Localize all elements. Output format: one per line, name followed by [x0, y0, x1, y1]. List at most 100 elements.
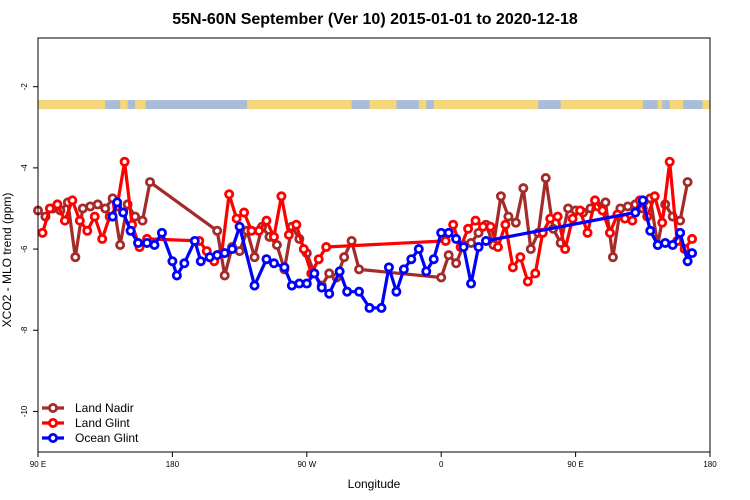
data-point	[649, 191, 660, 202]
data-point	[448, 219, 459, 230]
data-point	[316, 282, 327, 293]
data-point	[283, 229, 294, 240]
data-point	[364, 302, 375, 313]
x-tick-label: 90 E	[567, 460, 583, 469]
plot-frame	[37, 37, 711, 453]
legend-label: Land Nadir	[75, 401, 134, 415]
land-segment	[247, 100, 352, 110]
data-point	[37, 227, 48, 238]
data-point	[630, 207, 641, 218]
data-point	[525, 244, 536, 255]
x-tick-label: 180	[703, 460, 717, 469]
data-point	[421, 266, 432, 277]
land-segment	[433, 100, 539, 110]
data-point	[149, 239, 160, 250]
data-point	[89, 211, 100, 222]
data-point	[44, 203, 55, 214]
chart-title: 55N-60N September (Ver 10) 2015-01-01 to…	[172, 11, 578, 28]
data-point	[664, 156, 675, 167]
legend-marker	[48, 417, 59, 428]
data-point	[119, 156, 130, 167]
data-point	[261, 215, 272, 226]
data-point	[604, 227, 615, 238]
x-axis-label: Longitude	[348, 477, 401, 491]
data-point	[339, 252, 350, 263]
data-point	[451, 233, 462, 244]
data-point	[657, 217, 668, 228]
data-point	[189, 235, 200, 246]
data-point	[428, 254, 439, 265]
data-point	[118, 207, 129, 218]
data-point	[324, 268, 335, 279]
y-tick-label: -10	[20, 405, 29, 417]
land-segment	[418, 100, 427, 110]
data-point	[451, 258, 462, 269]
data-point	[115, 239, 126, 250]
legend-label: Land Glint	[75, 416, 130, 430]
data-point	[470, 215, 481, 226]
data-point	[503, 211, 514, 222]
x-tick-label: 90 E	[30, 460, 46, 469]
x-tick-label: 0	[439, 460, 444, 469]
data-point	[687, 248, 698, 259]
data-point	[268, 231, 279, 242]
series-land-glint	[37, 156, 698, 287]
data-point	[443, 250, 454, 261]
data-point	[466, 237, 477, 248]
data-point	[239, 207, 250, 218]
land-segment	[702, 100, 710, 110]
x-tick-label: 90 W	[297, 460, 316, 469]
data-point	[383, 262, 394, 273]
data-point	[518, 183, 529, 194]
data-point	[276, 191, 287, 202]
data-point	[249, 280, 260, 291]
data-point	[67, 195, 78, 206]
data-point	[107, 211, 118, 222]
data-point	[687, 233, 698, 244]
data-point	[100, 203, 111, 214]
data-point	[133, 237, 144, 248]
data-point	[466, 278, 477, 289]
data-point	[391, 286, 402, 297]
data-point	[231, 213, 242, 224]
data-point	[682, 177, 693, 188]
data-point	[443, 227, 454, 238]
data-point	[82, 225, 93, 236]
land-segment	[120, 100, 128, 110]
data-point	[627, 215, 638, 226]
data-point	[92, 199, 103, 210]
data-point	[137, 215, 148, 226]
legend-label: Ocean Glint	[75, 431, 139, 445]
data-point	[195, 256, 206, 267]
data-point	[227, 244, 238, 255]
data-point	[540, 173, 551, 184]
data-point	[515, 252, 526, 263]
data-point	[560, 244, 571, 255]
data-point	[144, 177, 155, 188]
data-point	[271, 239, 282, 250]
land-segment	[135, 100, 146, 110]
data-point	[70, 252, 81, 263]
data-point	[346, 235, 357, 246]
data-point	[279, 262, 290, 273]
data-point	[406, 254, 417, 265]
data-point	[342, 286, 353, 297]
data-point	[582, 227, 593, 238]
data-point	[261, 254, 272, 265]
land-segment	[669, 100, 684, 110]
data-point	[254, 225, 265, 236]
data-point	[112, 197, 123, 208]
data-point	[224, 189, 235, 200]
data-point	[171, 270, 182, 281]
data-point	[268, 258, 279, 269]
y-axis-label: XCO2 - MLO trend (ppm)	[0, 193, 14, 328]
land-mask-strip	[38, 100, 710, 110]
y-tick-label: -2	[20, 83, 29, 91]
data-point	[507, 262, 518, 273]
land-segment	[38, 100, 106, 110]
data-point	[398, 264, 409, 275]
data-point	[125, 225, 136, 236]
data-point	[440, 235, 451, 246]
